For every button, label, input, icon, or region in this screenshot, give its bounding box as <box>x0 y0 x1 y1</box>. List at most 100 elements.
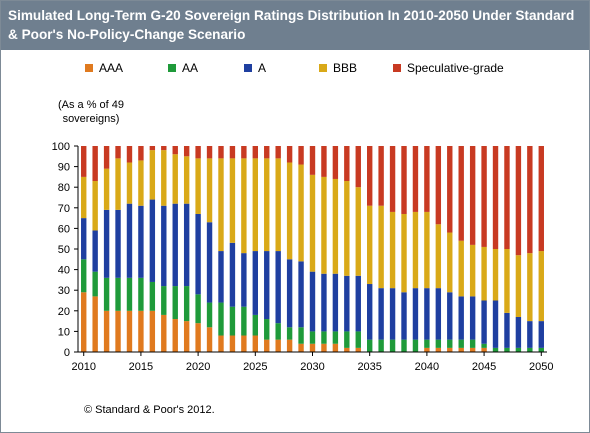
bar-a-2021 <box>206 222 213 303</box>
bar-a-2024 <box>241 253 247 307</box>
x-tick-label: 2010 <box>71 361 95 373</box>
legend-swatch <box>393 63 401 72</box>
bar-aa-2028 <box>286 327 293 340</box>
bar-aa-2040 <box>424 339 430 348</box>
bar-a-2050 <box>538 321 544 348</box>
bar-aa-2018 <box>172 286 178 320</box>
legend-swatch <box>319 63 327 72</box>
bar-bbb-2031 <box>321 176 327 274</box>
bar-bbb-2025 <box>252 158 258 252</box>
bar-aa-2019 <box>183 286 190 322</box>
bar-speculative-grade-2038 <box>401 146 407 214</box>
bar-a-2030 <box>309 271 316 332</box>
bar-a-2018 <box>172 203 178 287</box>
bar-aa-2021 <box>206 302 213 328</box>
bar-speculative-grade-2032 <box>332 146 339 179</box>
bar-aa-2044 <box>469 339 476 348</box>
bar-a-2048 <box>515 316 522 348</box>
x-tick-label: 2050 <box>529 361 553 373</box>
bar-aa-2033 <box>344 331 350 348</box>
bar-speculative-grade-2035 <box>367 146 373 206</box>
legend-item-speculative-grade: Speculative-grade <box>393 59 504 77</box>
bar-bbb-2037 <box>389 211 396 289</box>
x-tick-label: 2035 <box>357 361 381 373</box>
bar-a-2027 <box>275 251 281 324</box>
bar-speculative-grade-2037 <box>389 146 396 212</box>
bar-a-2022 <box>218 251 224 303</box>
bar-aaa-2016 <box>149 310 156 352</box>
legend-item-a: A <box>244 59 266 77</box>
bar-aa-2010 <box>81 259 87 293</box>
bar-bbb-2024 <box>241 158 247 254</box>
bar-a-2025 <box>252 251 258 315</box>
bar-a-2046 <box>492 300 499 348</box>
bar-bbb-2013 <box>115 158 121 210</box>
bar-bbb-2021 <box>206 158 213 223</box>
bar-bbb-2020 <box>195 158 201 214</box>
bar-speculative-grade-2011 <box>92 146 98 182</box>
bar-speculative-grade-2019 <box>183 146 190 157</box>
bar-bbb-2033 <box>344 181 350 276</box>
bar-bbb-2016 <box>149 150 156 200</box>
bar-aa-2043 <box>458 339 464 348</box>
bar-a-2016 <box>149 199 156 282</box>
bar-aa-2027 <box>275 323 281 340</box>
x-tick-label: 2015 <box>129 361 153 373</box>
title-bar: Simulated Long-Term G-20 Sovereign Ratin… <box>1 1 589 50</box>
bar-a-2045 <box>481 300 487 344</box>
bar-aaa-2028 <box>286 339 293 352</box>
y-tick-label: 50 <box>58 244 70 256</box>
bar-aaa-2041 <box>435 347 442 352</box>
bar-aaa-2015 <box>138 310 144 352</box>
bar-a-2010 <box>81 218 87 260</box>
bar-aa-2014 <box>126 277 133 311</box>
x-tick-label: 2030 <box>300 361 324 373</box>
bar-a-2031 <box>321 273 327 332</box>
bar-bbb-2029 <box>298 164 304 262</box>
legend-label: A <box>258 61 267 75</box>
bar-speculative-grade-2024 <box>241 146 247 159</box>
bar-a-2036 <box>378 288 384 340</box>
bar-speculative-grade-2022 <box>218 146 224 159</box>
bar-aa-2038 <box>401 339 407 352</box>
bar-aa-2036 <box>378 339 384 352</box>
chart-title: Simulated Long-Term G-20 Sovereign Ratin… <box>8 8 575 42</box>
y-tick-label: 20 <box>58 306 70 318</box>
bar-aa-2029 <box>298 327 304 344</box>
bar-speculative-grade-2026 <box>264 146 270 159</box>
bar-bbb-2022 <box>218 158 224 252</box>
y-axis-unit-note: (As a % of 49 sovereigns) <box>57 99 125 125</box>
bar-bbb-2011 <box>92 181 98 231</box>
bar-speculative-grade-2015 <box>138 146 144 161</box>
bar-speculative-grade-2014 <box>126 146 133 163</box>
bar-bbb-2027 <box>275 158 281 252</box>
bar-aaa-2021 <box>206 327 213 352</box>
bar-bbb-2017 <box>161 150 167 206</box>
bar-speculative-grade-2045 <box>481 146 487 247</box>
y-tick-label: 0 <box>64 347 70 359</box>
y-tick-label: 80 <box>58 182 70 194</box>
bar-aaa-2023 <box>229 335 236 352</box>
bar-a-2011 <box>92 230 98 272</box>
bar-bbb-2047 <box>504 249 510 313</box>
bar-speculative-grade-2020 <box>195 146 201 159</box>
bar-aa-2025 <box>252 314 258 336</box>
bar-a-2014 <box>126 203 133 278</box>
bar-aa-2011 <box>92 271 98 297</box>
bar-speculative-grade-2012 <box>103 146 110 169</box>
x-tick-label: 2045 <box>472 361 496 373</box>
bar-bbb-2014 <box>126 162 133 204</box>
bar-a-2040 <box>424 288 430 340</box>
legend: AAA AA A BBB Speculative-grade <box>1 59 589 77</box>
bar-speculative-grade-2036 <box>378 146 384 206</box>
x-tick-label: 2020 <box>186 361 210 373</box>
bar-bbb-2036 <box>378 205 384 289</box>
bar-speculative-grade-2018 <box>172 146 178 155</box>
bar-bbb-2019 <box>183 156 190 204</box>
bar-bbb-2040 <box>424 211 430 289</box>
bar-aa-2050 <box>538 347 544 352</box>
bar-aa-2042 <box>447 339 453 348</box>
bar-aaa-2027 <box>275 339 281 352</box>
bar-aa-2015 <box>138 277 144 311</box>
